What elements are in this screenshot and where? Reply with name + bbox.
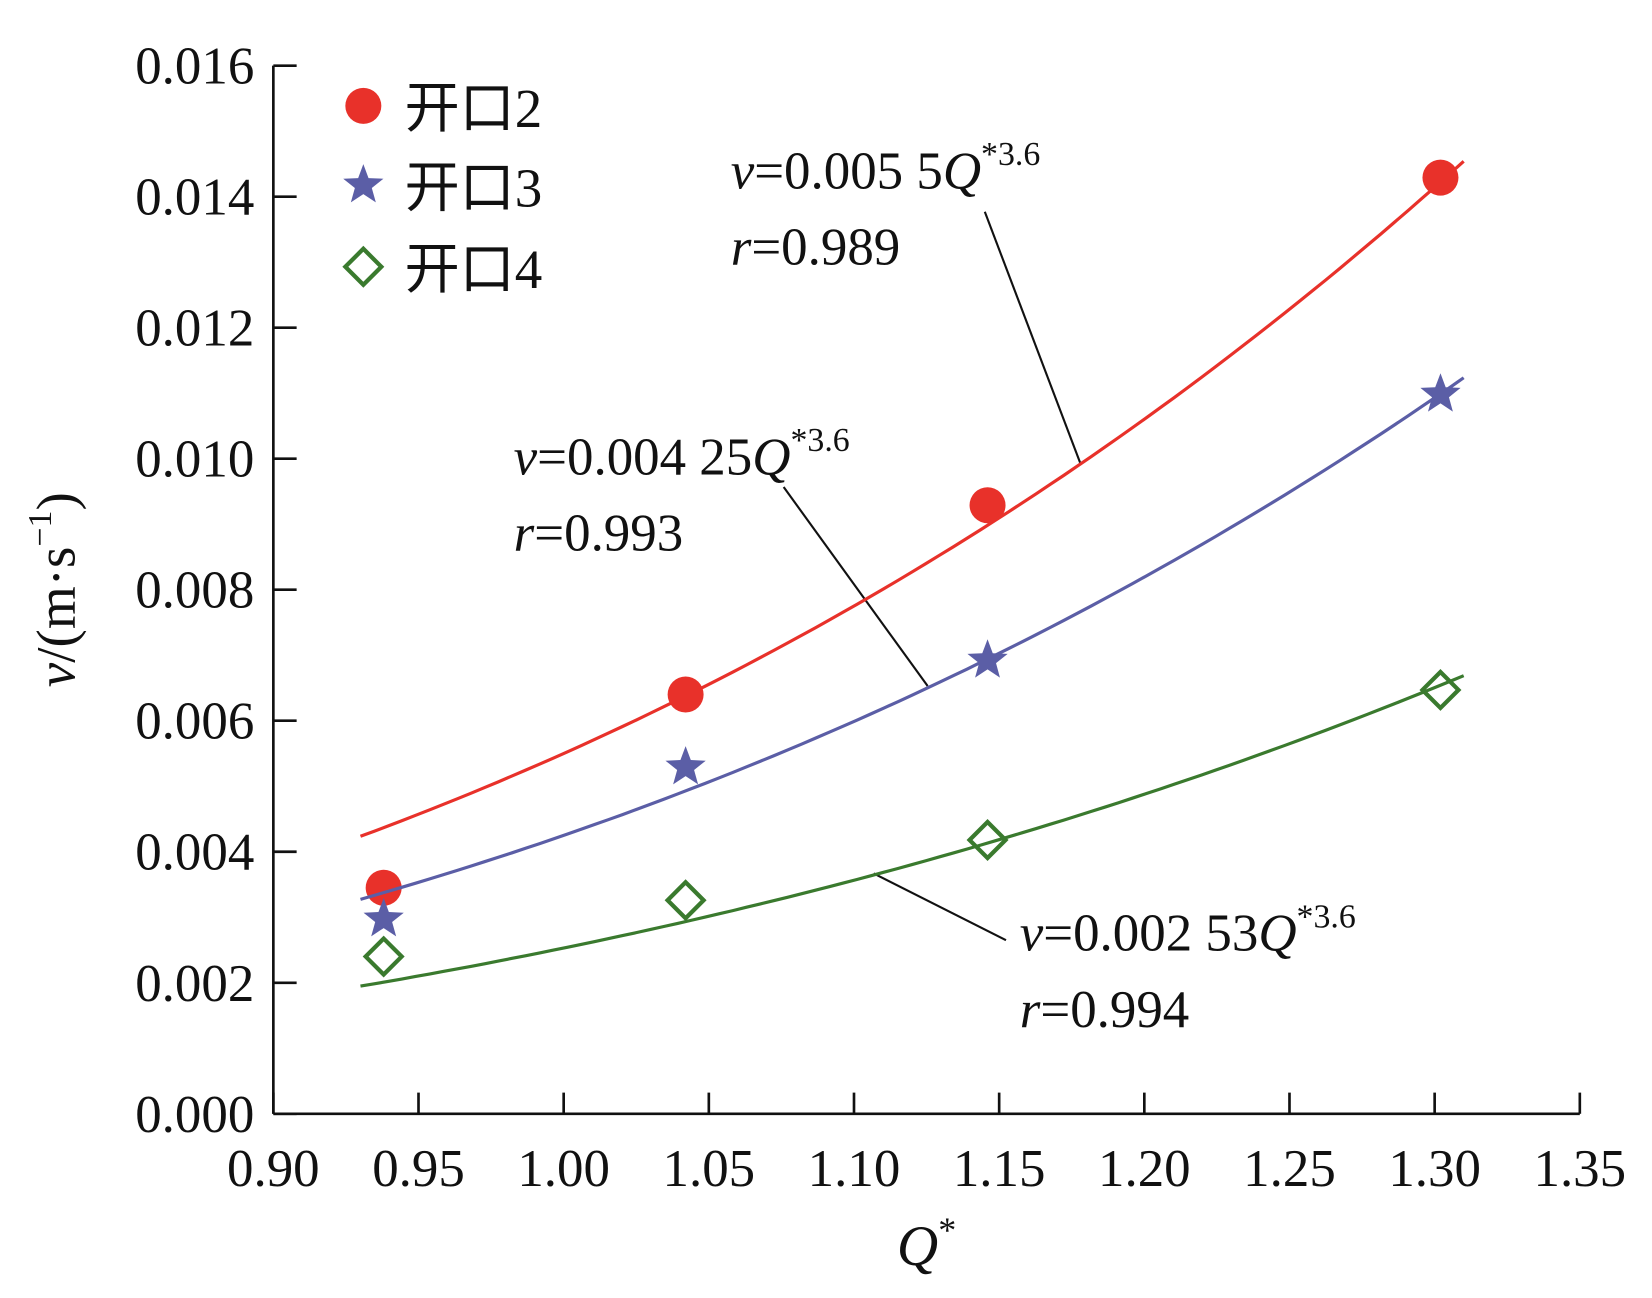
marker-star bbox=[363, 898, 404, 937]
y-label-var: v bbox=[25, 662, 86, 687]
y-label-close: ) bbox=[25, 492, 86, 510]
x-tick-label: 1.05 bbox=[663, 1140, 756, 1198]
marker-circle bbox=[969, 487, 1006, 524]
r-var: r bbox=[514, 505, 535, 563]
marker-diamond bbox=[664, 879, 707, 922]
y-tick-label: 0.006 bbox=[135, 693, 254, 751]
x-label-var: Q bbox=[897, 1215, 938, 1278]
marker-circle bbox=[345, 87, 382, 124]
eq-var: Q bbox=[752, 428, 790, 486]
r-var: r bbox=[731, 219, 752, 277]
r-value: =0.993 bbox=[534, 505, 683, 563]
eq-exp: *3.6 bbox=[981, 136, 1040, 173]
x-tick-label: 1.35 bbox=[1534, 1140, 1627, 1198]
fit-equation: v=0.005 5Q*3.6 bbox=[731, 136, 1041, 200]
eq-coef: =0.002 53 bbox=[1043, 905, 1258, 963]
leader-line bbox=[983, 211, 1082, 464]
y-tick-label: 0.016 bbox=[135, 38, 254, 96]
eq-coef: =0.005 5 bbox=[754, 142, 943, 200]
y-tick-label: 0.010 bbox=[135, 431, 254, 489]
marker-star bbox=[967, 639, 1008, 678]
r-value: =0.994 bbox=[1040, 981, 1189, 1039]
x-tick-label: 1.15 bbox=[953, 1140, 1046, 1198]
marker-diamond bbox=[342, 245, 385, 288]
x-tick-label: 1.00 bbox=[517, 1140, 610, 1198]
r-var: r bbox=[1020, 981, 1041, 1039]
eq-exp: *3.6 bbox=[1297, 898, 1356, 935]
y-tick-label: 0.002 bbox=[135, 955, 254, 1013]
marker-star bbox=[343, 164, 384, 203]
eq-var: Q bbox=[1258, 905, 1296, 963]
fit-r: r=0.989 bbox=[731, 219, 901, 277]
fit-curve bbox=[359, 160, 1465, 838]
marker-circle bbox=[667, 676, 704, 713]
x-tick-label: 0.90 bbox=[227, 1140, 320, 1198]
fit-r: r=0.994 bbox=[1020, 981, 1190, 1039]
eq-var: Q bbox=[943, 142, 981, 200]
fit-equation: v=0.004 25Q*3.6 bbox=[514, 422, 850, 486]
y-label-unit: /(m·s bbox=[25, 547, 86, 663]
marker-star bbox=[665, 746, 706, 785]
y-tick-label: 0.014 bbox=[135, 169, 254, 227]
r-value: =0.989 bbox=[751, 219, 900, 277]
x-axis-label: Q* bbox=[897, 1210, 956, 1278]
fit-curve bbox=[360, 674, 1465, 988]
marker-circle bbox=[1422, 159, 1459, 196]
eq-exp: *3.6 bbox=[790, 422, 849, 459]
fit-r: r=0.993 bbox=[514, 505, 684, 563]
eq-var: v bbox=[1020, 905, 1044, 963]
x-tick-label: 1.20 bbox=[1098, 1140, 1191, 1198]
legend-label: 开口4 bbox=[405, 239, 543, 300]
y-tick-label: 0.004 bbox=[135, 824, 254, 882]
leader-line bbox=[782, 486, 929, 687]
legend-label: 开口3 bbox=[405, 157, 543, 218]
x-tick-label: 1.25 bbox=[1243, 1140, 1336, 1198]
y-label-sup: −1 bbox=[22, 511, 59, 547]
x-tick-label: 0.95 bbox=[372, 1140, 465, 1198]
y-tick-label: 0.008 bbox=[135, 562, 254, 620]
eq-var: v bbox=[514, 428, 538, 486]
marker-diamond bbox=[966, 818, 1009, 861]
eq-coef: =0.004 25 bbox=[537, 428, 752, 486]
leader-line bbox=[873, 872, 1007, 942]
legend-label: 开口2 bbox=[405, 78, 543, 139]
y-axis-label: v/(m·s−1) bbox=[22, 492, 86, 687]
x-tick-label: 1.30 bbox=[1388, 1140, 1481, 1198]
y-tick-label: 0.012 bbox=[135, 300, 254, 358]
fit-equation: v=0.002 53Q*3.6 bbox=[1020, 898, 1356, 962]
x-tick-label: 1.10 bbox=[808, 1140, 901, 1198]
y-tick-label: 0.000 bbox=[135, 1086, 254, 1144]
marker-diamond bbox=[1419, 668, 1462, 711]
marker-diamond bbox=[362, 935, 405, 978]
eq-var: v bbox=[731, 142, 755, 200]
fit-curve bbox=[360, 376, 1465, 901]
marker-star bbox=[1420, 373, 1461, 412]
x-label-sup: * bbox=[938, 1210, 956, 1250]
